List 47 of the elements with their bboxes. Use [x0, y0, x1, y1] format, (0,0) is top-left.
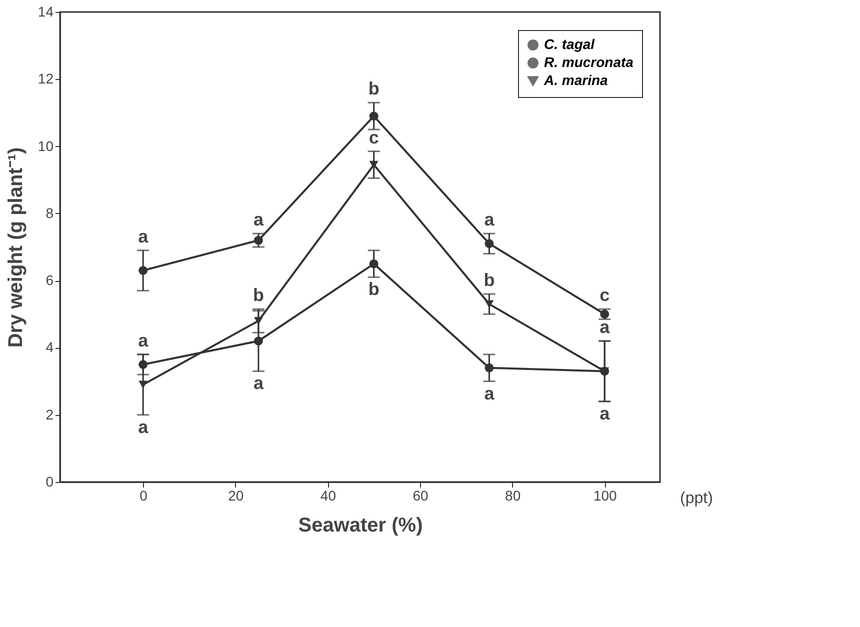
annotation: c [600, 285, 610, 306]
y-tick-label: 6 [46, 272, 54, 288]
point [369, 160, 378, 169]
point [138, 266, 148, 275]
annotation: a [600, 403, 611, 424]
y-tick-label: 4 [46, 339, 54, 356]
point [254, 316, 263, 325]
x-tick-label: 60 [412, 488, 428, 504]
point [369, 112, 378, 121]
legend-label: R. mucronata [544, 54, 634, 70]
annotation: a [484, 383, 496, 404]
x-tick-label: 0 [140, 488, 148, 504]
point [484, 239, 494, 248]
annotation: a [138, 330, 150, 350]
annotation: c [368, 127, 379, 148]
x-tick-label: 40 [320, 488, 336, 504]
y-tick-label: 10 [38, 138, 54, 154]
annotation: b [252, 285, 264, 306]
point [484, 363, 494, 372]
y-tick-label: 0 [46, 474, 54, 490]
point [138, 360, 148, 369]
x-tick-label: 20 [228, 488, 244, 504]
annotation: a [138, 416, 150, 437]
y-tick-label: 12 [38, 70, 54, 87]
point [254, 336, 263, 346]
x-axis-title: Seawater (%) [298, 514, 423, 536]
annotation: b [368, 279, 380, 300]
y-tick-label: 8 [46, 204, 54, 221]
annotation: a [484, 210, 496, 230]
annotation: b [484, 270, 495, 290]
point [138, 380, 148, 389]
annotation: a [253, 373, 264, 394]
annotation: a [138, 226, 150, 246]
annotation: a [600, 317, 611, 337]
y-tick-label: 2 [46, 406, 54, 422]
x-tick-label: 100 [593, 488, 618, 504]
annotation: a [253, 210, 264, 230]
y-tick-label: 14 [38, 4, 54, 20]
legend-label: A. marina [543, 72, 608, 88]
legend-label: C. tagal [544, 36, 596, 52]
point [484, 300, 494, 308]
point [369, 259, 378, 268]
x-tick-label: 80 [505, 488, 521, 504]
y-axis-title: Dry weight (g plant⁻¹) [4, 147, 27, 348]
text: (ppt) [680, 490, 713, 507]
annotation: b [368, 78, 380, 99]
point [254, 236, 263, 245]
